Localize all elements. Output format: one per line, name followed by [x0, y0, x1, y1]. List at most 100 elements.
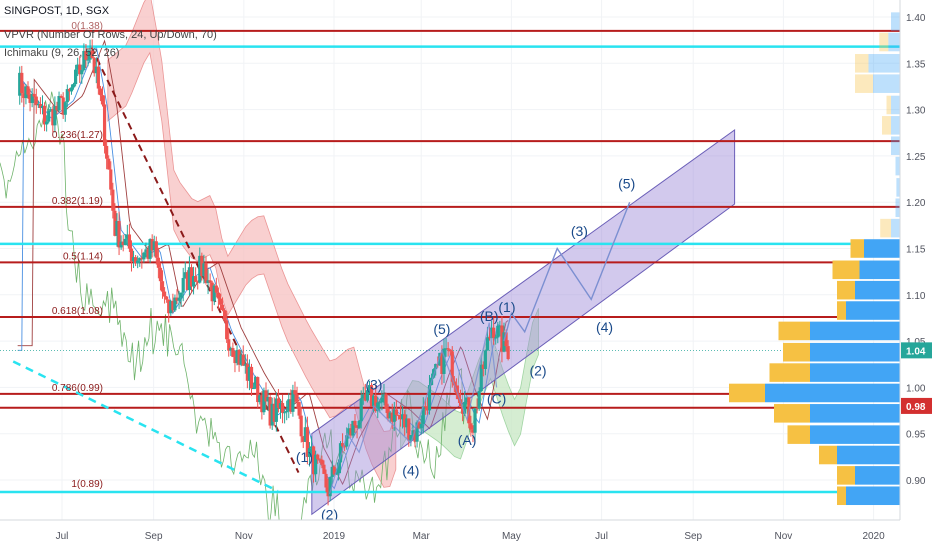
candle-body: [189, 267, 194, 287]
vpvr-legend[interactable]: VPVR (Number Of Rows, 24, Up/Down, 70): [4, 28, 221, 43]
candle-body: [378, 402, 382, 404]
candle-body: [36, 103, 40, 106]
candle-body: [241, 354, 245, 366]
price-axis: 1.401.351.301.251.201.151.101.051.000.95…: [899, 0, 932, 520]
candle-body: [496, 325, 500, 338]
candle-body: [425, 406, 430, 411]
candle-body: [463, 402, 467, 414]
candle-body: [243, 364, 247, 366]
candle-body: [61, 97, 65, 115]
wave-path: [328, 322, 498, 495]
candle-body: [69, 87, 74, 92]
candle-body: [57, 96, 61, 111]
vp-down-bar: [891, 95, 900, 115]
wave-label: (1): [296, 449, 313, 465]
candle-body: [262, 390, 266, 413]
vp-down-bar: [855, 466, 900, 485]
candle-body: [26, 86, 30, 95]
candle-body: [67, 89, 71, 92]
candle-body: [206, 280, 210, 283]
vp-down-bar: [810, 363, 900, 382]
fib-label: 0.618(1.08): [52, 306, 103, 317]
candle-body: [305, 427, 309, 457]
fib-label: 0.786(0.99): [52, 383, 103, 394]
vp-up-bar: [880, 218, 891, 238]
wave-label: (2): [529, 363, 546, 379]
candle-body: [469, 423, 473, 430]
candle-body: [272, 403, 276, 422]
ichimoku-legend[interactable]: Ichimaku (9, 26, 52, 26): [4, 46, 124, 61]
candle-body: [92, 58, 96, 74]
price-tick-label: 1.35: [906, 59, 926, 70]
candle-body: [138, 257, 142, 261]
candle-body: [388, 412, 392, 419]
vp-down-bar: [765, 383, 900, 403]
vp-up-bar: [855, 54, 869, 73]
candle-body: [299, 415, 303, 437]
price-tick-label: 1.15: [906, 245, 926, 256]
candle-body: [260, 395, 264, 413]
candle-body: [322, 464, 326, 474]
vp-down-bar: [868, 54, 900, 73]
vp-down-bar: [810, 425, 900, 444]
candle-body: [427, 385, 432, 411]
candle-body: [376, 402, 380, 412]
kijun-line: [17, 39, 509, 486]
price-label: 1.04: [906, 346, 926, 357]
candle-body: [316, 454, 320, 460]
candle-body: [80, 70, 84, 75]
vp-down-bar: [864, 239, 900, 258]
candle-body: [30, 93, 34, 103]
candle-body: [223, 310, 227, 321]
candle-body: [198, 255, 202, 283]
symbol-legend[interactable]: SINGPOST, 1D, SGX: [4, 4, 113, 19]
candle-body: [403, 414, 407, 428]
candle-body: [74, 69, 78, 85]
candle-body: [485, 337, 490, 351]
candle-body: [324, 473, 328, 488]
vp-up-bar: [837, 466, 855, 485]
candle-body: [423, 406, 427, 408]
candle-body: [384, 394, 388, 409]
vp-up-bar: [783, 342, 810, 362]
candle-body: [502, 332, 506, 352]
candle-body: [65, 89, 69, 103]
candle-body: [231, 348, 235, 357]
candle-body: [179, 292, 183, 298]
candle-body: [233, 356, 237, 364]
price-tick-label: 1.40: [906, 13, 926, 24]
fib-label: 0.236(1.27): [52, 130, 103, 141]
candle-body: [297, 401, 301, 416]
candle-body: [492, 327, 496, 338]
vp-down-bar: [891, 116, 900, 135]
candle-body: [338, 443, 343, 463]
candle-body: [396, 414, 401, 416]
candle-body: [24, 86, 28, 99]
time-tick-label: Jul: [595, 531, 608, 542]
vp-up-bar: [837, 486, 846, 506]
candle-body: [407, 418, 411, 441]
candle-body: [28, 94, 32, 103]
time-tick-label: 2019: [323, 531, 346, 542]
projection-path: [503, 201, 631, 342]
candle-body: [477, 391, 481, 409]
candle-body: [63, 102, 67, 115]
candle-body: [71, 84, 76, 88]
candle-body: [332, 466, 336, 475]
candle-body: [461, 406, 465, 414]
candle-body: [34, 96, 38, 106]
candle-body: [105, 145, 109, 159]
candle-body: [82, 50, 86, 71]
candle-body: [318, 459, 322, 461]
candle-body: [280, 403, 285, 413]
time-axis: Jul Sep Nov 2019 Mar May Jul Sep Nov 2020: [0, 519, 932, 550]
candle-body: [109, 169, 113, 190]
vp-down-bar: [895, 156, 900, 176]
vp-down-bar: [846, 486, 900, 506]
candle-body: [131, 257, 136, 262]
candle-body: [405, 418, 409, 428]
candle-body: [165, 296, 169, 300]
candle-body: [175, 297, 179, 301]
candle-body: [100, 95, 105, 105]
